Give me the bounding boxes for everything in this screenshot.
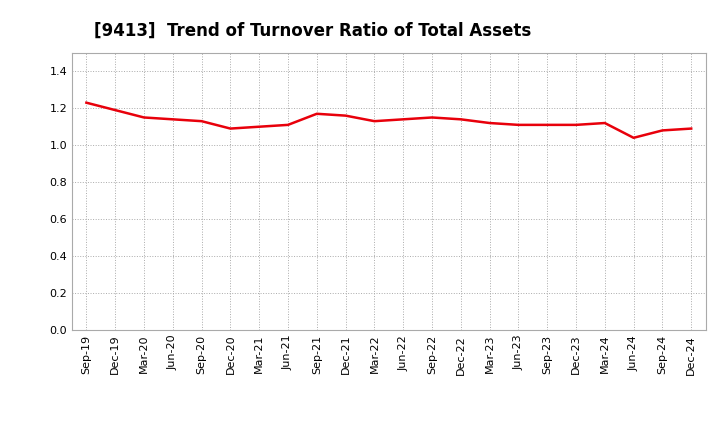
Text: [9413]  Trend of Turnover Ratio of Total Assets: [9413] Trend of Turnover Ratio of Total …: [94, 22, 531, 40]
